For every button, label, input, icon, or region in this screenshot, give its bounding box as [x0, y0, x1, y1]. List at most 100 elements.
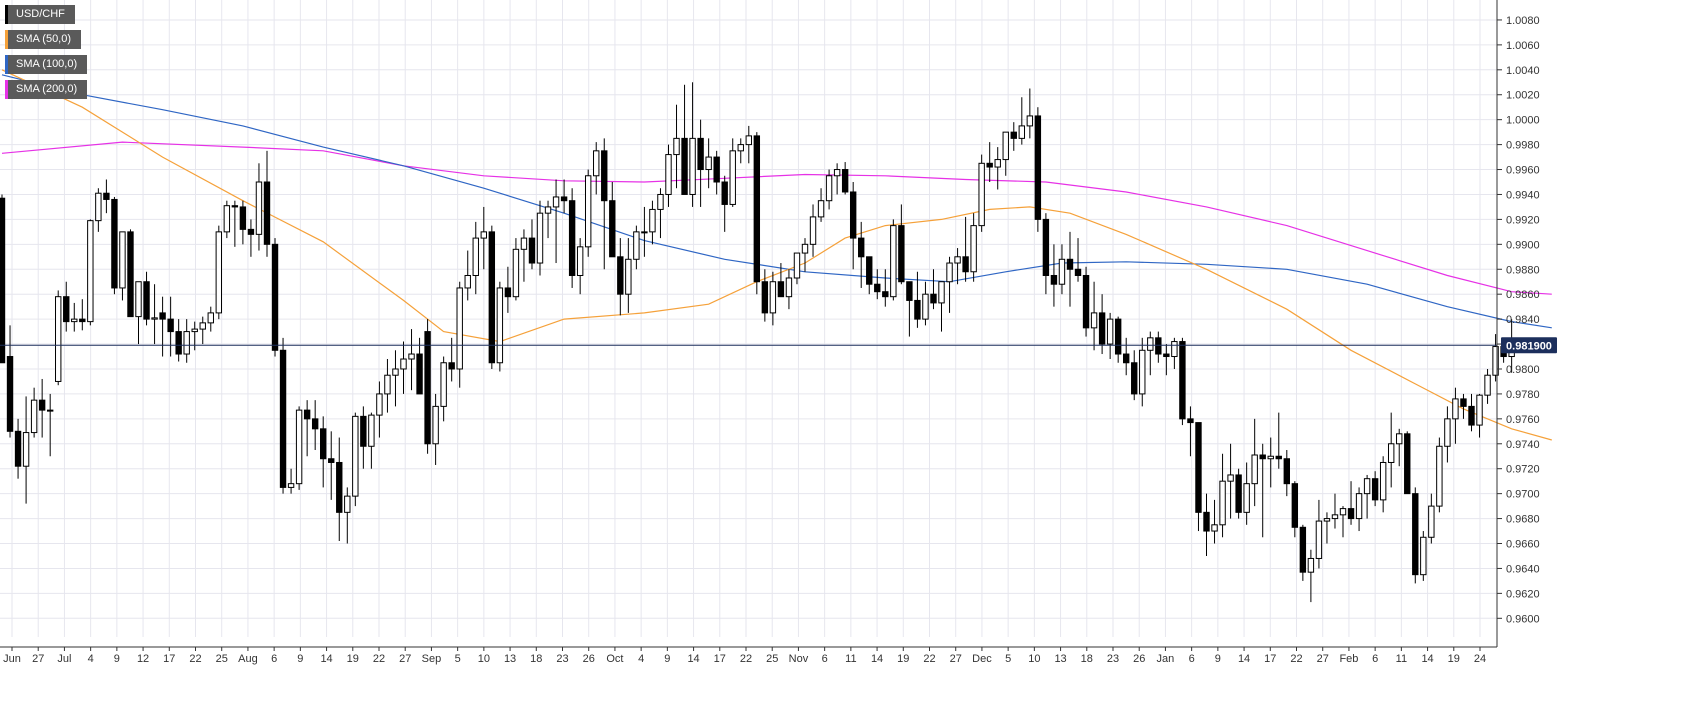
candle-body-up [199, 322, 206, 330]
candle-body-down [1299, 526, 1307, 573]
candle-body-up [1484, 374, 1491, 396]
candle-body-up [1452, 398, 1459, 420]
candle-body-down [1460, 398, 1467, 407]
candle-body-down [1163, 353, 1170, 358]
x-tick-label: 17 [1264, 653, 1276, 665]
legend-item-usdchf[interactable]: USD/CHF [5, 5, 75, 24]
x-tick-label: 27 [950, 653, 962, 665]
x-tick-label: 19 [1448, 653, 1460, 665]
candle-body-up [223, 205, 231, 233]
candle-body-down [1179, 341, 1186, 420]
x-tick-label: 4 [638, 653, 644, 665]
candle-body-down [1404, 433, 1411, 495]
candle-body-down [328, 458, 335, 463]
candle-body-up [1171, 341, 1178, 358]
candle-body-down [1098, 312, 1106, 345]
x-tick-label: 25 [216, 653, 228, 665]
candle-body-down [1034, 115, 1042, 220]
x-tick-label: Jun [3, 653, 21, 665]
legend-item-sma200[interactable]: SMA (200,0) [5, 80, 88, 99]
candle-body-down [1275, 455, 1282, 460]
legend-swatch-usdchf [5, 5, 8, 24]
x-tick-label: Sep [422, 653, 442, 665]
candle-body-down [1050, 274, 1058, 285]
candle-body-up [400, 358, 407, 370]
x-tick-label: 5 [455, 653, 461, 665]
candle-body-up [1331, 514, 1339, 520]
candle-body-up [657, 193, 664, 210]
y-tick-label: 0.9680 [1506, 514, 1540, 526]
candle-body-up [1476, 394, 1483, 426]
candle-body-down [360, 415, 367, 447]
candle-body-down [761, 281, 769, 314]
candle-body-up [801, 243, 809, 254]
candle-body-down [504, 287, 512, 298]
candle-body-down [914, 299, 921, 320]
x-tick-label: 6 [271, 653, 277, 665]
x-tick-label: 27 [399, 653, 411, 665]
candle-body-up [22, 432, 30, 467]
candle-body-down [79, 318, 86, 323]
candle-body-up [1492, 346, 1499, 376]
candle-body-up [95, 192, 102, 222]
candle-body-up [71, 318, 78, 323]
x-tick-label: 22 [373, 653, 385, 665]
candle-body-down [617, 256, 624, 295]
y-tick-label: 0.9620 [1506, 588, 1540, 600]
candle-body-down [560, 196, 568, 202]
candle-body-up [151, 317, 158, 320]
candle-body-up [215, 231, 223, 314]
candle-body-up [1002, 131, 1009, 161]
candle-body-up [649, 208, 656, 233]
x-tick-label: 14 [1238, 653, 1250, 665]
y-tick-label: 0.9860 [1506, 289, 1540, 301]
legend-item-sma100[interactable]: SMA (100,0) [5, 55, 88, 74]
candle-body-down [231, 205, 239, 208]
candle-body-down [111, 198, 118, 289]
x-tick-label: 14 [871, 653, 883, 665]
candle-body-down [271, 243, 279, 351]
x-tick-label: 17 [163, 653, 175, 665]
candle-body-down [239, 206, 247, 230]
candle-body-down [906, 281, 913, 301]
candle-body-up [135, 281, 142, 318]
x-tick-label: 4 [88, 653, 94, 665]
candle-body-down [713, 156, 720, 183]
x-tick-label: 22 [189, 653, 201, 665]
x-tick-label: 9 [297, 653, 303, 665]
candle-body-down [175, 331, 182, 355]
candle-body-up [46, 409, 54, 412]
x-tick-label: 13 [504, 653, 516, 665]
candle-body-up [30, 399, 38, 434]
x-tick-label: 9 [1215, 653, 1221, 665]
candle-body-up [745, 135, 752, 146]
y-tick-label: 0.9940 [1506, 189, 1540, 201]
candle-body-down [697, 137, 704, 171]
candle-body-up [809, 216, 817, 245]
x-tick-label: 25 [766, 653, 778, 665]
y-tick-label: 0.9760 [1506, 414, 1540, 426]
candle-body-up [1211, 524, 1218, 532]
y-tick-label: 0.9740 [1506, 439, 1540, 451]
candle-body-up [922, 293, 929, 320]
candle-body-up [737, 144, 744, 152]
legend-item-sma50[interactable]: SMA (50,0) [5, 30, 82, 49]
y-tick-label: 1.0020 [1506, 90, 1540, 102]
candle-body-down [143, 281, 150, 320]
candle-body-up [729, 150, 736, 205]
candle-body-down [336, 461, 343, 513]
candle-body-up [946, 262, 953, 283]
candle-body-down [159, 312, 166, 320]
candle-body-up [1243, 483, 1250, 513]
legend-swatch-sma50 [5, 30, 8, 49]
candle-body-up [368, 414, 375, 447]
candle-body-up [1267, 455, 1274, 460]
candle-body-up [464, 274, 471, 289]
x-tick-label: Aug [238, 653, 258, 665]
x-tick-label: Nov [789, 653, 809, 665]
candle-body-down [1042, 218, 1050, 276]
x-tick-label: 19 [347, 653, 359, 665]
y-tick-label: 0.9600 [1506, 613, 1540, 625]
candle-body-down [1187, 418, 1194, 424]
y-tick-label: 0.9800 [1506, 364, 1540, 376]
